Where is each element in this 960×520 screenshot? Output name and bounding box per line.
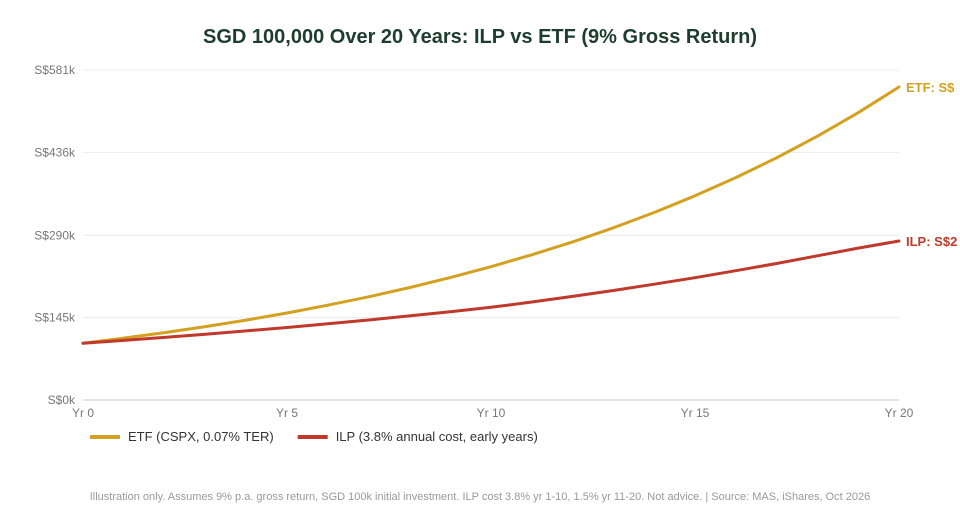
y-tick-label: S$436k (34, 145, 76, 159)
x-tick-label: Yr 15 (681, 406, 710, 420)
y-tick-label: S$290k (34, 228, 76, 242)
end-labels: ETF: S$ ILP: S$2 (906, 80, 957, 249)
x-tick-label: Yr 10 (477, 406, 506, 420)
legend-label: ETF (CSPX, 0.07% TER) (128, 429, 274, 444)
series-line-etf (81, 85, 901, 345)
legend-label: ILP (3.8% annual cost, early years) (336, 429, 538, 444)
y-tick-label: S$581k (34, 63, 76, 77)
end-label-ilp: ILP: S$2 (906, 234, 957, 249)
x-tick-label: Yr 0 (72, 406, 94, 420)
x-tick-label: Yr 5 (276, 406, 298, 420)
y-axis-ticks: S$0k S$145k S$290k S$436k S$581k (34, 63, 76, 407)
legend: ETF (CSPX, 0.07% TER) ILP (3.8% annual co… (90, 429, 538, 444)
y-tick-label: S$145k (34, 311, 76, 325)
end-label-etf: ETF: S$ (906, 80, 955, 95)
chart-title: SGD 100,000 Over 20 Years: ILP vs ETF (9… (203, 26, 757, 48)
y-tick-label: S$0k (48, 393, 76, 407)
footnote: Illustration only. Assumes 9% p.a. gross… (90, 491, 871, 503)
x-tick-label: Yr 20 (885, 406, 914, 420)
series-line-ilp (81, 239, 901, 345)
series-lines (81, 85, 901, 345)
x-axis-ticks: Yr 0 Yr 5 Yr 10 Yr 15 Yr 20 (72, 406, 914, 420)
grid-lines (83, 69, 899, 401)
